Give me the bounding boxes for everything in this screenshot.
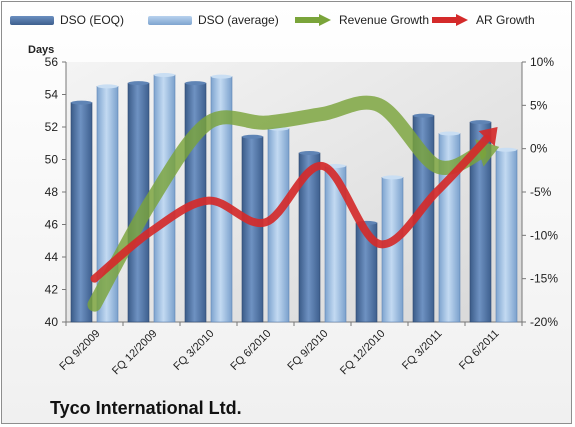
legend-arrow-revenue-growth xyxy=(295,14,331,26)
x-tick-label: FQ 12/2009 xyxy=(110,328,160,378)
x-tick-label: FQ 6/2011 xyxy=(457,328,502,373)
bar-top-dso-average xyxy=(496,147,517,152)
bar-dso-average xyxy=(381,177,404,323)
y-tick-label: 46 xyxy=(45,218,59,232)
y2-tick-label: -5% xyxy=(530,185,552,199)
legend-item-ar-growth: AR Growth xyxy=(430,13,535,27)
bar-dso-average xyxy=(495,149,518,323)
bar-top-dso-average xyxy=(97,84,118,89)
x-tick-label: FQ 12/2010 xyxy=(338,328,388,378)
bar-top-dso-average xyxy=(382,175,403,180)
bar-top-dso-eoq xyxy=(242,134,263,139)
x-tick-label: FQ 9/2009 xyxy=(57,328,102,373)
legend-swatch-dso-average xyxy=(148,15,192,25)
bar-top-dso-average xyxy=(439,131,460,136)
y2-tick-label: 10% xyxy=(530,55,554,69)
legend: DSO (EOQ) DSO (average) Revenue Growth A… xyxy=(10,13,570,35)
bar-dso-eoq xyxy=(70,102,93,323)
bar-top-dso-eoq xyxy=(413,113,434,118)
line-ar-growth xyxy=(90,134,491,283)
y2-tick-label: -10% xyxy=(530,228,558,242)
legend-swatch-dso-eoq xyxy=(10,15,54,25)
line-revenue-growth xyxy=(87,95,487,312)
bar-top-dso-eoq xyxy=(299,151,320,155)
legend-label-dso-eoq: DSO (EOQ) xyxy=(60,13,125,27)
bar-top-dso-average xyxy=(154,73,175,77)
y-tick-label: 52 xyxy=(45,120,59,134)
legend-item-dso-average: DSO (average) xyxy=(148,13,279,27)
y-tick-label: 44 xyxy=(45,250,59,264)
bar-top-dso-eoq xyxy=(185,81,206,86)
bar-top-dso-eoq xyxy=(470,120,491,125)
bar-top-dso-eoq xyxy=(71,100,92,105)
y2-tick-label: -15% xyxy=(530,272,558,286)
legend-label-ar-growth: AR Growth xyxy=(476,13,535,27)
y-tick-label: 40 xyxy=(45,315,59,329)
bar-top-dso-average xyxy=(211,74,232,79)
y-tick-label: 54 xyxy=(45,88,59,102)
x-tick-label: FQ 3/2010 xyxy=(171,328,216,373)
y-axis-label: Days xyxy=(28,44,55,56)
legend-arrow-ar-growth xyxy=(432,14,468,26)
bar-dso-average xyxy=(267,128,290,323)
x-tick-label: FQ 3/2011 xyxy=(400,328,445,373)
x-tick-label: FQ 6/2010 xyxy=(228,328,273,373)
y-tick-label: 48 xyxy=(45,185,59,199)
bar-top-dso-eoq xyxy=(128,81,149,86)
legend-label-dso-average: DSO (average) xyxy=(198,13,279,27)
company-name: Tyco International Ltd. xyxy=(50,398,242,418)
y-tick-label: 56 xyxy=(45,55,59,69)
y-tick-label: 42 xyxy=(45,283,59,297)
bar-dso-eoq xyxy=(241,136,264,323)
arrowhead-ar-growth xyxy=(478,126,498,147)
y2-tick-label: 0% xyxy=(530,142,548,156)
y2-tick-label: -20% xyxy=(530,315,558,329)
legend-label-revenue-growth: Revenue Growth xyxy=(339,13,430,27)
x-tick-label: FQ 9/2010 xyxy=(285,328,330,373)
legend-item-revenue-growth: Revenue Growth xyxy=(293,13,429,27)
y-tick-label: 50 xyxy=(45,153,59,167)
y2-tick-label: 5% xyxy=(530,98,548,112)
legend-item-dso-eoq: DSO (EOQ) xyxy=(10,13,124,27)
